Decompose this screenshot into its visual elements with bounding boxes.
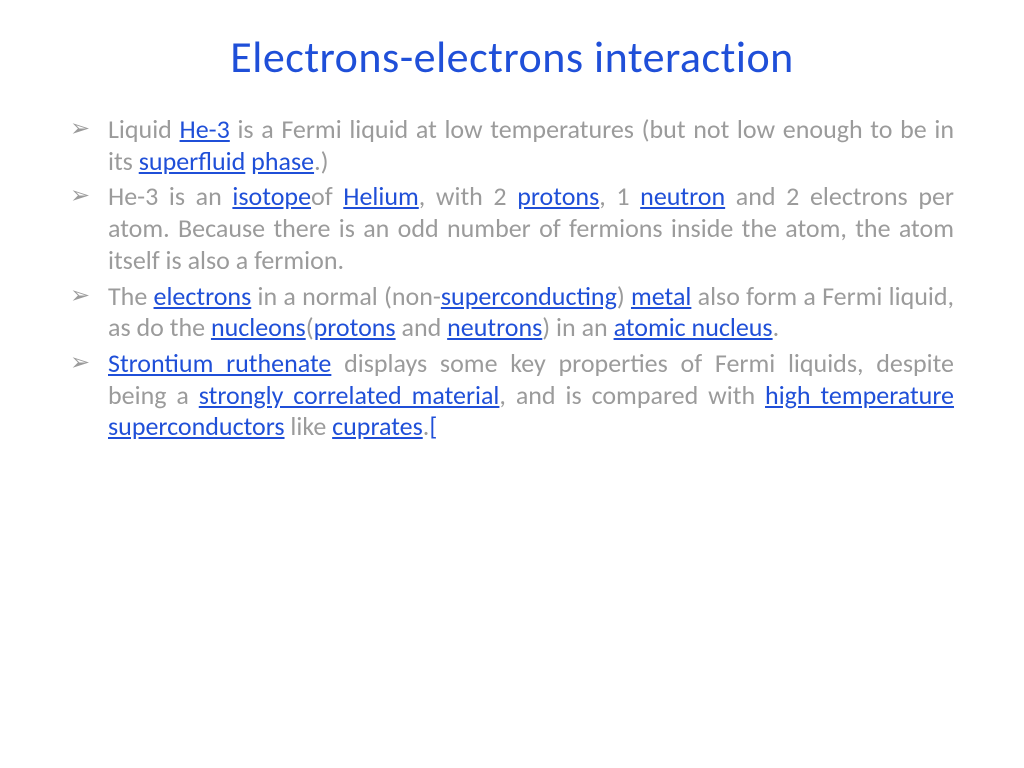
link-neutron[interactable]: neutron xyxy=(640,180,725,212)
body-text: ) xyxy=(617,280,631,312)
body-text: ( xyxy=(306,311,314,343)
body-text: like xyxy=(285,410,333,442)
body-text: The xyxy=(108,280,154,312)
link-protons[interactable]: protons xyxy=(517,180,599,212)
link-ref-bracket[interactable]: [ xyxy=(429,410,437,442)
body-text: Liquid xyxy=(108,113,180,145)
body-text: . xyxy=(773,311,780,343)
bullet-list: Liquid He-3 is a Fermi liquid at low tem… xyxy=(70,114,954,443)
link-helium[interactable]: Helium xyxy=(343,180,419,212)
body-text: , and is compared with xyxy=(499,379,765,411)
bullet-item: Liquid He-3 is a Fermi liquid at low tem… xyxy=(70,114,954,177)
link-atomic-nucleus[interactable]: atomic nucleus xyxy=(614,311,773,343)
link-neutrons[interactable]: neutrons xyxy=(447,311,542,343)
link-phase[interactable]: phase xyxy=(251,145,314,177)
link-superconducting[interactable]: superconducting xyxy=(441,280,617,312)
body-text: in a normal (non- xyxy=(251,280,441,312)
body-text: ) in an xyxy=(542,311,613,343)
body-text: .) xyxy=(314,145,328,177)
bullet-item: The electrons in a normal (non-supercond… xyxy=(70,281,954,344)
bullet-item: He-3 is an isotopeof Helium, with 2 prot… xyxy=(70,181,954,276)
bullet-item: Strontium ruthenate displays some key pr… xyxy=(70,348,954,443)
body-text: , with 2 xyxy=(419,180,517,212)
body-text: , 1 xyxy=(599,180,640,212)
link-protons-2[interactable]: protons xyxy=(314,311,396,343)
body-text: and xyxy=(396,311,448,343)
link-strontium-ruthenate[interactable]: Strontium ruthenate xyxy=(108,347,331,379)
link-he3[interactable]: He-3 xyxy=(180,113,230,145)
slide-title: Electrons-electrons interaction xyxy=(70,30,954,84)
link-strongly-correlated[interactable]: strongly correlated material xyxy=(199,379,500,411)
body-text: He-3 is an xyxy=(108,180,232,212)
link-electrons[interactable]: electrons xyxy=(154,280,252,312)
link-superfluid[interactable]: superfluid xyxy=(139,145,246,177)
body-text: of xyxy=(311,180,343,212)
link-metal[interactable]: metal xyxy=(631,280,691,312)
link-isotope[interactable]: isotope xyxy=(232,180,311,212)
link-nucleons[interactable]: nucleons xyxy=(211,311,306,343)
link-cuprates[interactable]: cuprates xyxy=(332,410,423,442)
